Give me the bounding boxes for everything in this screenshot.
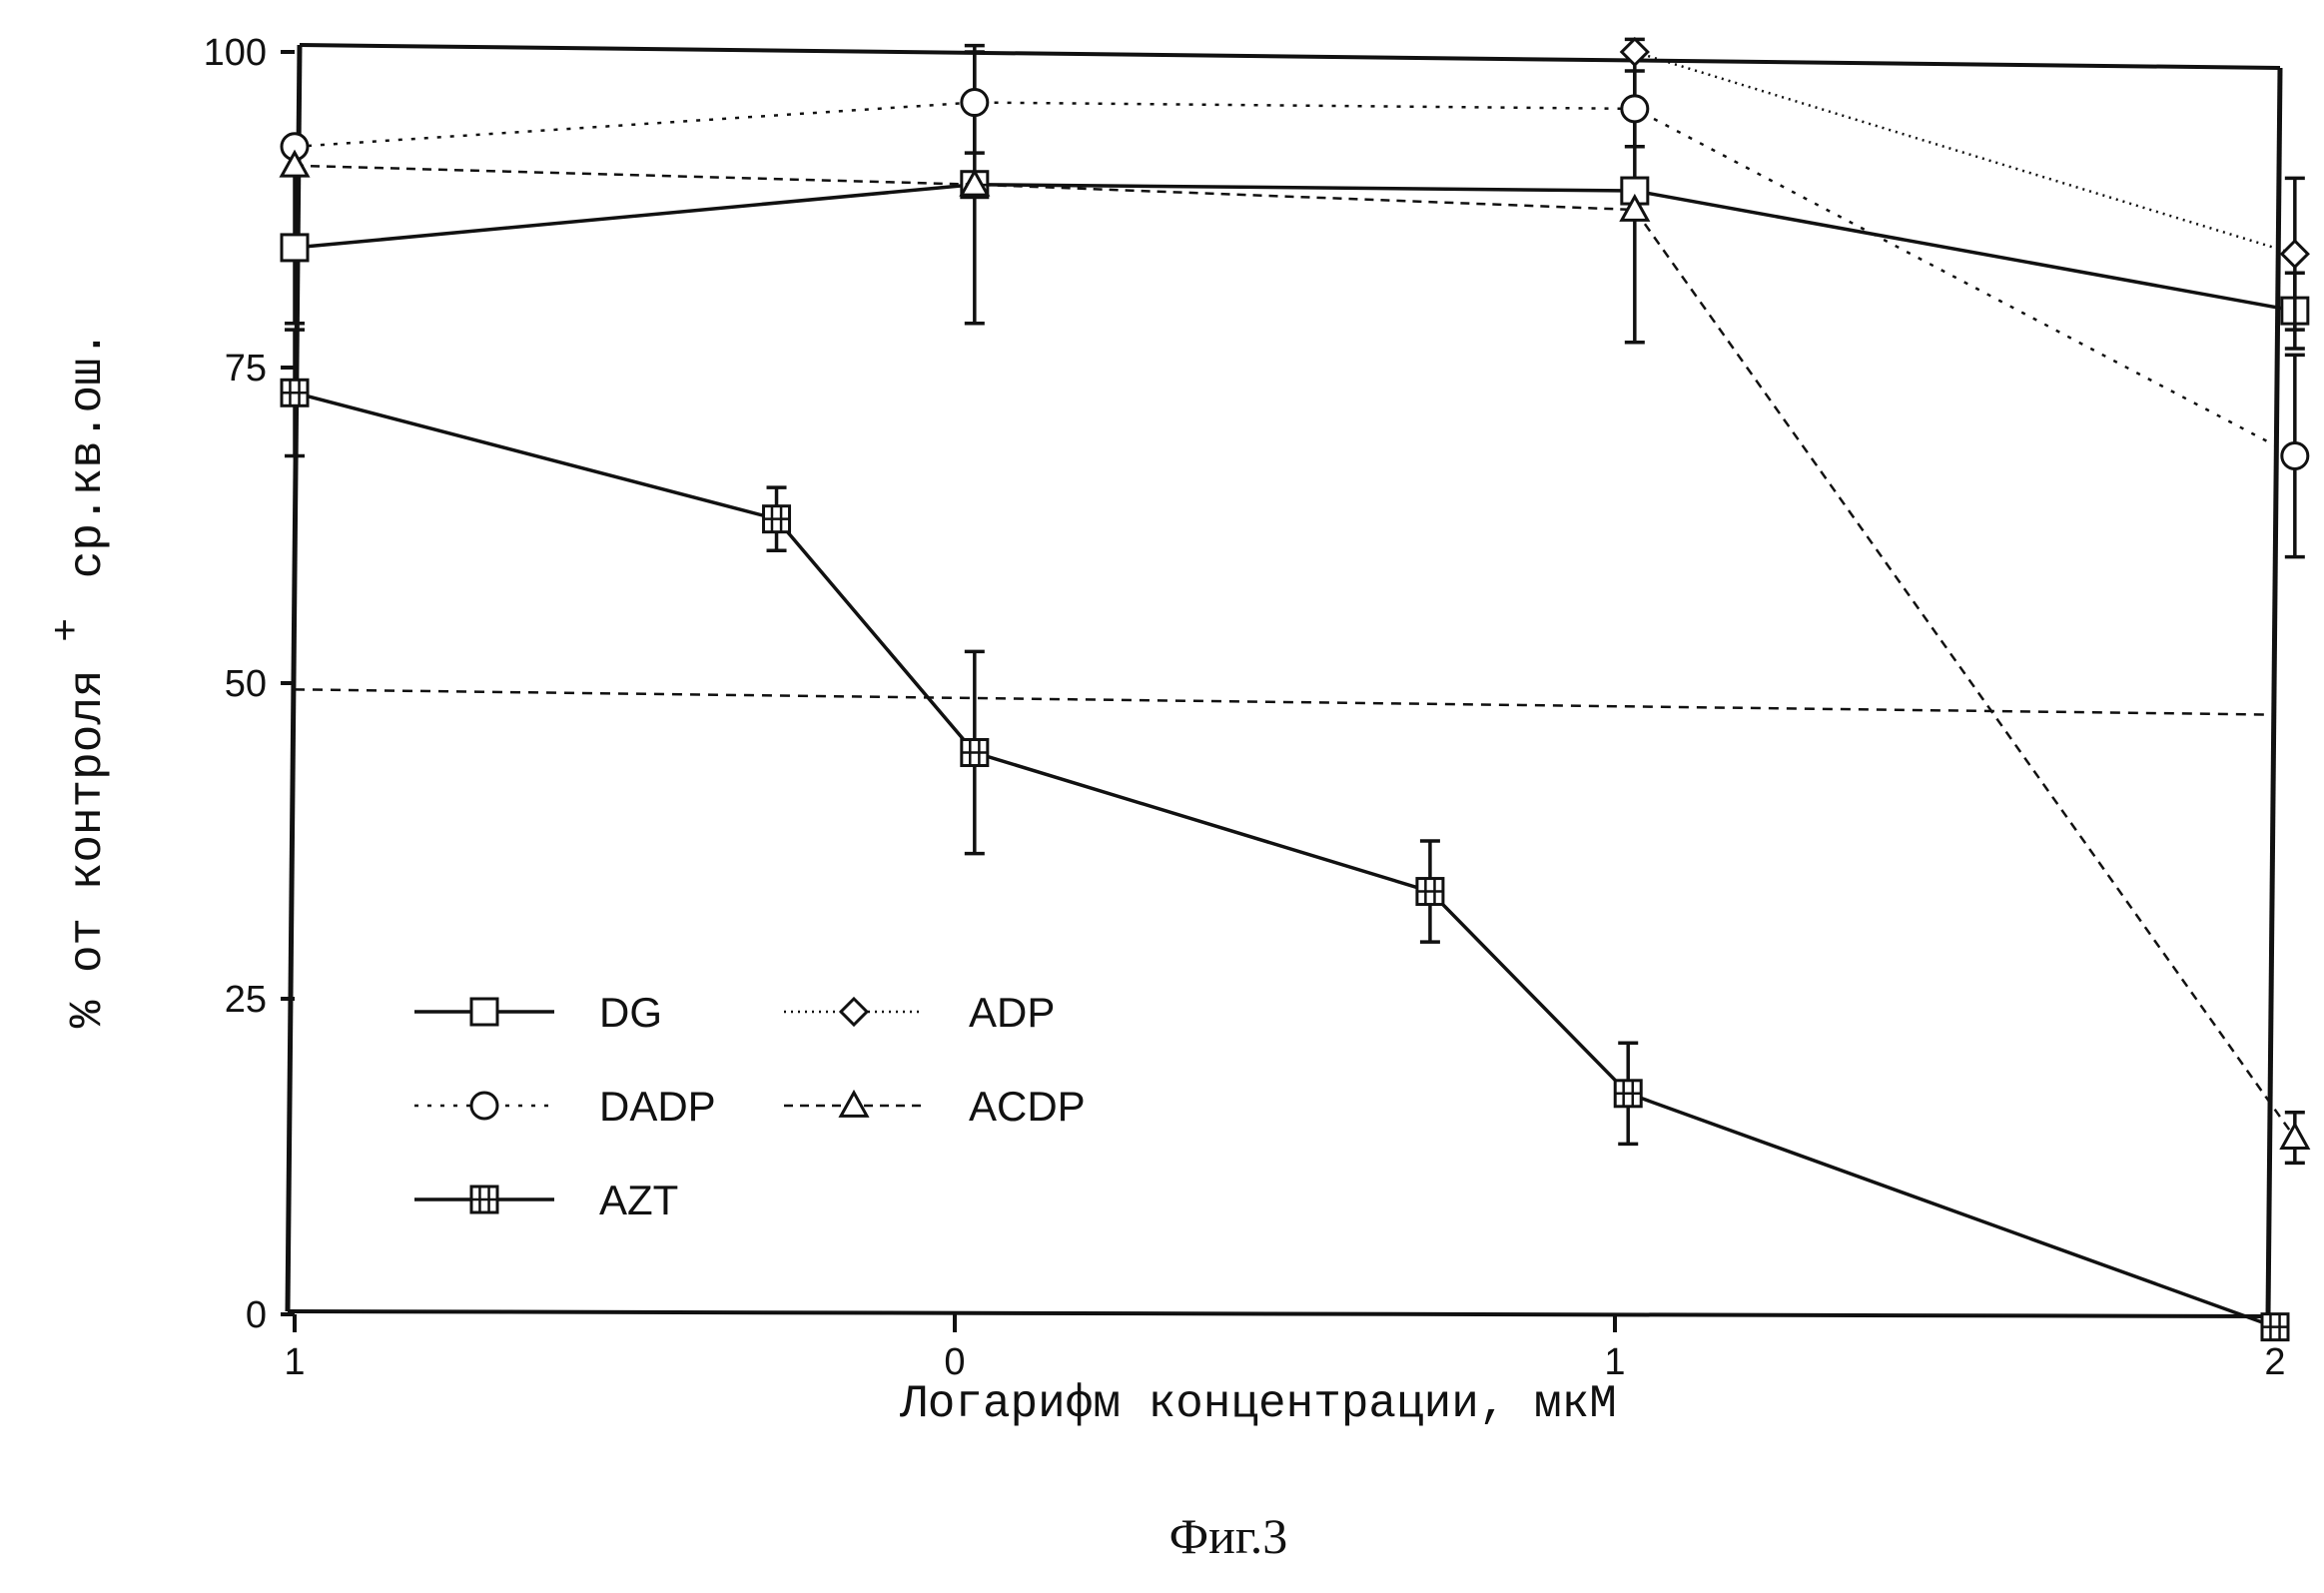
x-tick-label: 0 (944, 1341, 965, 1383)
data-point-circle (1622, 96, 1648, 122)
legend-item-azt: AZT (414, 1177, 678, 1223)
x-tick-label: 2 (2264, 1341, 2285, 1383)
legend: DG ADP DADP ACDP AZT (414, 989, 1086, 1223)
series-line-dg (295, 185, 2295, 311)
y-tick-label: 0 (246, 1294, 267, 1336)
series-dadp (282, 52, 2308, 557)
series-acdp (282, 153, 2308, 1164)
y-tick-label: 50 (225, 663, 267, 705)
data-point-diamond (2282, 241, 2308, 267)
legend-item-adp: ADP (784, 989, 1055, 1036)
x-axis-ticks: 1 0 1 2 (284, 1314, 2285, 1383)
y-axis-ticks: 0 25 50 75 100 (204, 32, 295, 1336)
legend-label: ACDP (969, 1083, 1086, 1130)
legend-item-dadp: DADP (414, 1083, 716, 1130)
plot-right-border (2268, 68, 2280, 1316)
plot-frame (288, 45, 2280, 1316)
data-point-circle (2282, 442, 2308, 468)
figure-caption: Фиг.3 (1169, 1508, 1288, 1564)
x-tick-label: 1 (284, 1341, 305, 1383)
legend-label: DADP (599, 1083, 716, 1130)
data-point-triangle (2282, 1125, 2308, 1148)
data-point-diamond (841, 999, 867, 1025)
series-dg (282, 39, 2308, 349)
series-azt (282, 330, 2288, 1340)
series-line-acdp (295, 166, 2295, 1138)
data-point-square (282, 235, 308, 261)
series-adp (1622, 39, 2308, 330)
series-line-dadp (295, 103, 2295, 456)
series-line-azt (295, 393, 2275, 1326)
y-axis-title-main: % от контроля (62, 669, 114, 1028)
series-group (282, 39, 2308, 1340)
y-axis-title: % от контроля + ср.кв.ош. (40, 331, 114, 1029)
y-axis-title-tail: ср.кв.ош. (62, 331, 114, 578)
series-line-adp (1635, 52, 2295, 254)
legend-label: ADP (969, 989, 1055, 1036)
legend-label: AZT (599, 1177, 678, 1223)
svg-text:% от контроля + ср: % от контроля + ср.кв.ош. (40, 331, 114, 1029)
legend-label: DG (599, 989, 662, 1036)
x-axis-title: Логарифм концентрации, мкМ (899, 1378, 1617, 1430)
y-tick-label: 100 (204, 32, 267, 74)
x-axis-line (288, 1311, 2268, 1316)
legend-item-acdp: ACDP (784, 1083, 1086, 1130)
x-tick-label: 1 (1604, 1341, 1625, 1383)
data-point-circle (471, 1093, 497, 1119)
data-point-circle (962, 90, 988, 116)
data-point-square (471, 999, 497, 1025)
y-tick-label: 25 (225, 979, 267, 1021)
plot-top-border (300, 45, 2280, 68)
legend-item-dg: DG (414, 989, 662, 1036)
y-axis-title-pm: + (46, 618, 91, 642)
y-tick-label: 75 (225, 348, 267, 390)
data-point-triangle (841, 1093, 867, 1116)
